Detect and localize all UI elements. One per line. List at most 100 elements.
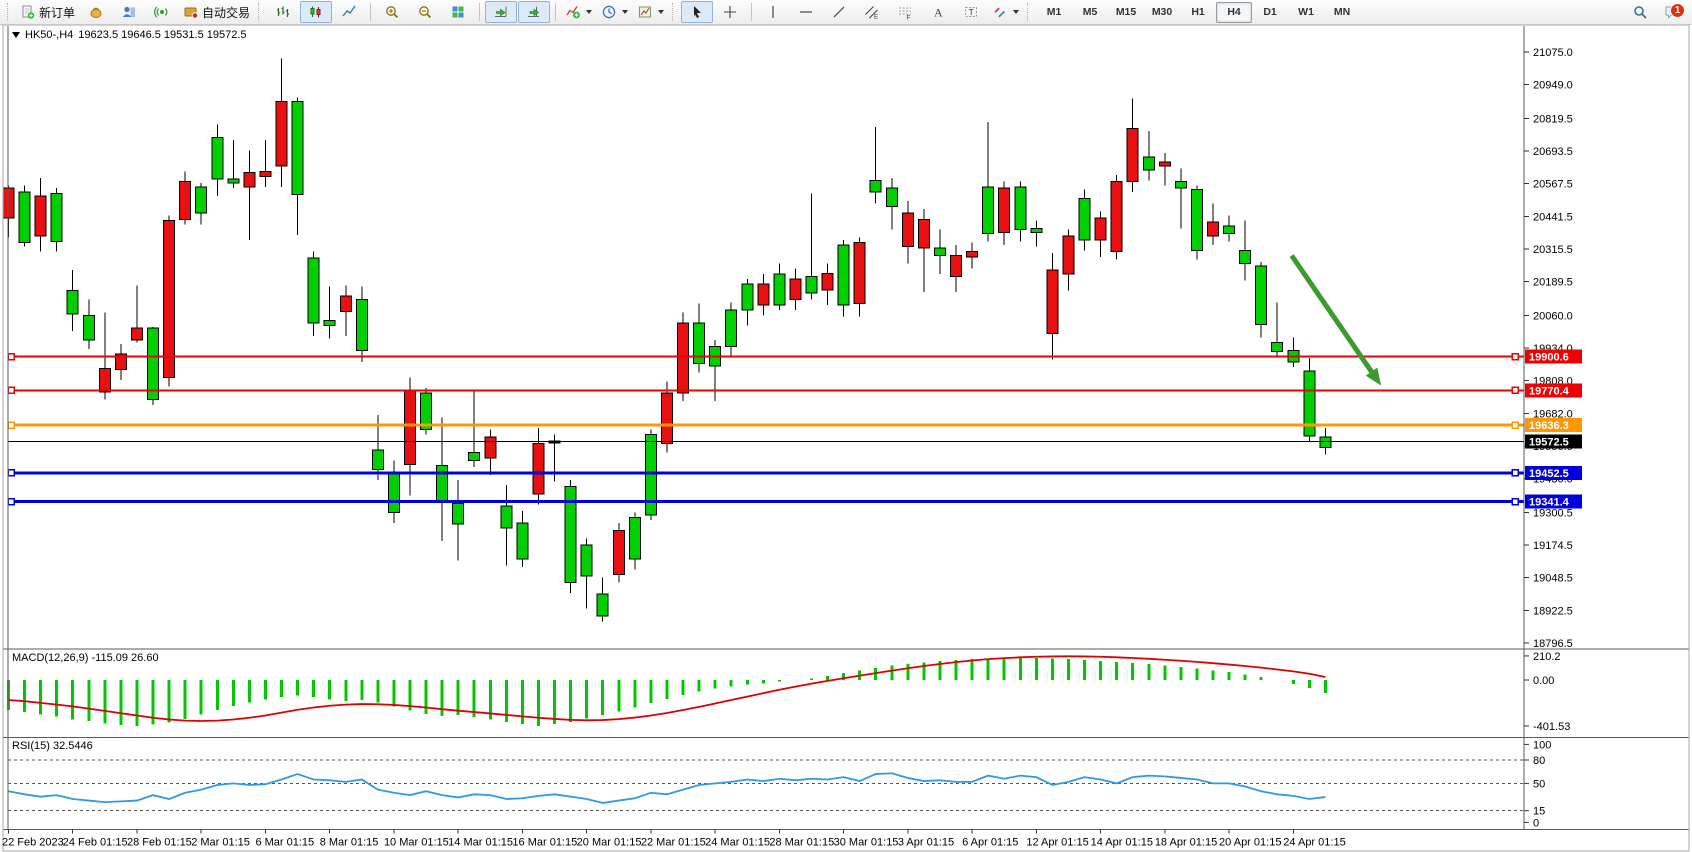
candle [1207,221,1219,237]
timeframe-M5[interactable]: M5 [1082,6,1098,18]
notifications-button[interactable]: 1 [1656,1,1688,23]
line-handle[interactable] [7,497,15,506]
trendline-icon [831,4,847,20]
time-tick: 2 Mar 01:15 [191,837,250,849]
time-tick: 3 Apr 01:15 [898,837,954,849]
candlestick-chart-button[interactable] [300,1,333,23]
market-button[interactable] [80,1,112,23]
timeframe-M15[interactable]: M15 [1115,6,1137,18]
timeframe-W1[interactable]: W1 [1298,6,1314,18]
trendline-button[interactable] [823,1,855,23]
chevron-down-icon [622,10,629,14]
zoom-out-button[interactable] [409,1,441,23]
candle [837,244,850,306]
annotation-arrow[interactable] [1289,254,1374,374]
candle [933,247,946,257]
candle [387,472,400,513]
auto-trading-icon [183,4,199,20]
bar-chart-button[interactable] [267,1,299,23]
horizontal-line-button[interactable] [790,1,822,23]
rsi-tick: 50 [1533,778,1545,790]
search-button[interactable] [1624,1,1656,23]
candle [82,314,95,341]
candle [821,272,834,291]
cursor-button[interactable] [681,1,714,23]
macd-tick: 210.2 [1533,651,1561,663]
channel-button[interactable]: E [856,1,888,23]
line-handle[interactable] [7,421,15,429]
line-handle[interactable] [1511,497,1519,506]
new-order-button[interactable]: 新订单 [16,1,79,23]
tile-windows-button[interactable] [442,1,474,23]
crosshair-button[interactable] [714,1,746,23]
indicators-icon [565,4,581,20]
line-handle[interactable] [1511,421,1519,429]
chart-canvas[interactable]: 21075.0 20949.0 20819.5 20693.5 20567.5 20441… [0,25,1692,852]
rsi-tick: 100 [1533,739,1551,751]
candle [1142,156,1155,171]
svg-text:F: F [907,15,911,21]
candle [1303,370,1316,437]
line-handle[interactable] [1511,352,1519,361]
chart-collapse-icon[interactable] [12,32,20,38]
timeframe-M30[interactable]: M30 [1151,6,1173,18]
timeframe-H1[interactable]: H1 [1191,6,1205,18]
time-tick: 20 Mar 01:15 [577,837,642,849]
search-icon [1632,4,1648,20]
price-level-lines[interactable] [7,352,1524,506]
candle [1174,181,1187,189]
price-tick: 20189.5 [1533,277,1573,289]
candle [853,242,866,305]
text-button[interactable]: A [922,1,954,23]
candle [516,522,529,560]
timeframe-D1[interactable]: D1 [1263,6,1277,18]
periods-button[interactable] [597,1,632,23]
separator [751,3,753,21]
line-handle[interactable] [7,469,15,477]
svg-text:19770.4: 19770.4 [1529,385,1570,397]
templates-button[interactable] [633,1,668,23]
cursor-icon [689,4,705,20]
community-button[interactable] [113,1,145,23]
rsi-indicator-label: RSI(15) 32.5446 [12,740,93,752]
text-label-button[interactable]: T [955,1,987,23]
chart-window[interactable]: 21075.0 20949.0 20819.5 20693.5 20567.5 20441… [0,25,1692,852]
candlestick-series [2,58,1332,622]
candle [34,195,47,237]
line-handle[interactable] [7,386,15,395]
candle [869,179,882,193]
price-tick: 20949.0 [1533,80,1573,92]
timeframe-M1[interactable]: M1 [1046,6,1062,18]
candle [773,273,786,306]
fibonacci-button[interactable]: F [889,1,921,23]
auto-trading-button[interactable]: 自动交易 [179,1,254,23]
timeframe-H4[interactable]: H4 [1216,1,1253,23]
candle [1239,249,1252,264]
price-axis[interactable]: 21075.0 20949.0 20819.5 20693.5 20567.5 20441… [1524,47,1573,829]
line-handle[interactable] [1511,469,1519,477]
candle [468,452,481,462]
line-chart-button[interactable] [333,1,365,23]
auto-scroll-button[interactable] [485,1,518,23]
candle [323,319,336,327]
zoom-in-button[interactable] [376,1,408,23]
text-label-icon: T [963,4,979,20]
indicators-button[interactable] [561,1,596,23]
arrows-button[interactable] [988,1,1023,23]
candle [580,544,593,577]
signals-button[interactable] [146,1,178,23]
chart-shift-button[interactable] [518,1,551,23]
candle [339,295,352,312]
line-handle[interactable] [7,352,15,361]
tile-windows-icon [450,4,466,20]
candle [741,283,754,311]
candle [227,178,240,184]
new-order-icon [20,4,36,20]
candle [885,187,898,207]
line-handle[interactable] [1511,386,1519,395]
timeframe-MN[interactable]: MN [1333,6,1351,18]
horizontal-line-icon [798,4,814,20]
vertical-line-button[interactable] [757,1,789,23]
candle [243,172,256,188]
